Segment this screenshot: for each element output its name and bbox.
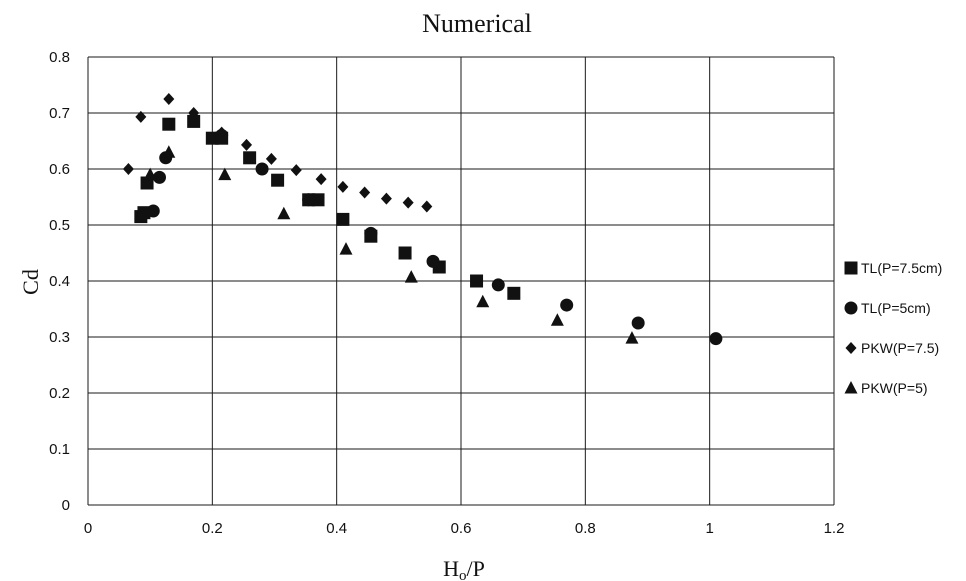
data-point — [421, 200, 433, 213]
data-point — [709, 332, 723, 346]
data-point — [188, 107, 200, 119]
x-tick-label: 0.4 — [326, 520, 347, 537]
y-tick-label: 0.3 — [49, 329, 70, 346]
data-point — [135, 110, 147, 123]
data-point — [625, 331, 639, 344]
data-point — [380, 192, 392, 205]
data-point — [187, 114, 201, 128]
data-point — [271, 173, 285, 187]
y-tick-label: 0 — [62, 497, 70, 514]
data-point — [122, 163, 134, 175]
data-point — [359, 186, 371, 199]
x-tick-labels: 0 0.2 0.4 0.6 0.8 1 1.2 — [84, 520, 845, 537]
legend: TL(P=7.5cm) TL(P=5cm) PKW(P=7.5) PKW(P=5) — [844, 260, 942, 396]
grid — [87, 56, 835, 506]
legend-marker — [844, 381, 858, 394]
data-point — [491, 278, 505, 292]
x-axis-label-tail: /P — [467, 556, 485, 581]
y-axis-label: Cd — [18, 269, 43, 295]
series-diamond — [122, 93, 433, 213]
y-tick-label: 0.2 — [49, 385, 70, 402]
data-point — [402, 196, 414, 209]
data-point — [426, 254, 440, 268]
data-point — [470, 274, 484, 288]
data-point — [507, 286, 521, 300]
legend-item: PKW(P=7.5) — [845, 340, 939, 356]
data-point — [315, 173, 327, 186]
data-point — [162, 145, 176, 158]
y-tick-labels: 0 0.1 0.2 0.3 0.4 0.5 0.6 0.7 0.8 — [49, 49, 70, 514]
data-point — [476, 294, 490, 308]
data-point — [364, 226, 378, 240]
data-point — [146, 204, 160, 218]
x-tick-label: 0.6 — [451, 520, 472, 537]
data-point — [243, 151, 257, 165]
data-point — [152, 170, 166, 184]
y-tick-label: 0.7 — [49, 105, 70, 122]
data-point — [336, 212, 350, 226]
y-tick-label: 0.5 — [49, 217, 70, 234]
y-tick-label: 0.6 — [49, 161, 70, 178]
x-tick-label: 0 — [84, 520, 92, 537]
data-point — [218, 167, 232, 181]
x-tick-label: 0.8 — [575, 520, 596, 537]
data-point — [311, 193, 325, 207]
series-triangle — [143, 145, 639, 344]
data-point — [339, 242, 353, 255]
x-tick-label: 0.2 — [202, 520, 223, 537]
legend-label: TL(P=7.5cm) — [861, 260, 942, 276]
x-axis-label-sub: o — [459, 568, 467, 581]
plot-area — [122, 93, 723, 346]
series-circle — [146, 128, 723, 346]
x-tick-label: 1.2 — [824, 520, 845, 537]
data-point — [550, 313, 564, 326]
data-point — [560, 298, 574, 312]
legend-label: PKW(P=7.5) — [861, 340, 939, 356]
data-point — [404, 270, 418, 283]
data-point — [302, 193, 316, 207]
y-tick-label: 0.8 — [49, 49, 70, 66]
x-tick-label: 1 — [705, 520, 713, 537]
y-tick-label: 0.4 — [49, 273, 70, 290]
data-point — [631, 316, 645, 330]
legend-item: PKW(P=5) — [844, 380, 928, 396]
chart-title: Numerical — [422, 9, 532, 38]
series-square — [134, 114, 521, 300]
legend-marker — [845, 342, 857, 354]
data-point — [143, 167, 157, 181]
data-point — [290, 164, 302, 177]
x-axis-label: Ho/P — [443, 556, 485, 581]
legend-item: TL(P=5cm) — [844, 300, 931, 316]
y-tick-label: 0.1 — [49, 441, 70, 458]
legend-label: PKW(P=5) — [861, 380, 928, 396]
legend-label: TL(P=5cm) — [861, 300, 931, 316]
legend-marker — [844, 301, 858, 315]
data-point — [255, 162, 269, 176]
data-point — [265, 152, 277, 165]
legend-marker — [844, 261, 858, 275]
data-point — [216, 126, 228, 139]
data-point — [337, 180, 349, 193]
data-point — [241, 138, 253, 151]
data-point — [163, 93, 175, 105]
data-point — [398, 246, 412, 260]
data-point — [162, 117, 176, 131]
x-axis-label-main: H — [443, 556, 459, 581]
data-point — [277, 206, 291, 220]
legend-item: TL(P=7.5cm) — [844, 260, 942, 276]
